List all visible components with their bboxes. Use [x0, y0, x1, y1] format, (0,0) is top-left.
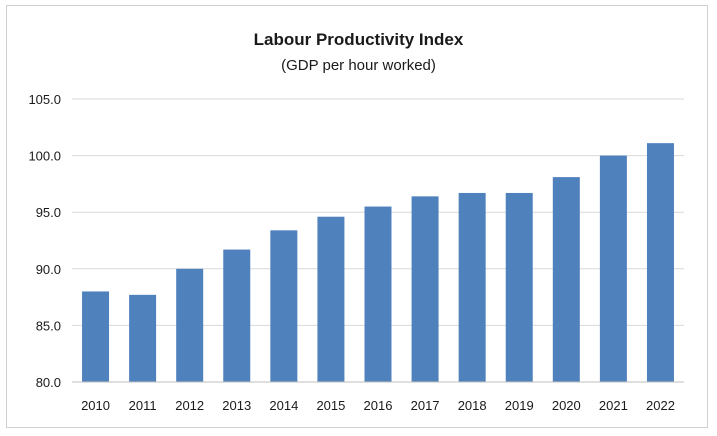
bar-2017: [411, 196, 439, 382]
bar-2020: [552, 177, 580, 382]
x-tick-label: 2021: [599, 398, 628, 413]
x-tick-label: 2018: [458, 398, 487, 413]
bar-2016: [364, 206, 392, 382]
x-tick-label: 2017: [411, 398, 440, 413]
bar-2015: [317, 216, 345, 382]
bar-2010: [82, 291, 110, 382]
y-tick-label: 80.0: [36, 375, 61, 390]
y-tick-label: 105.0: [28, 92, 61, 107]
bar-2021: [599, 155, 627, 382]
bar-2014: [270, 230, 298, 382]
x-tick-label: 2010: [81, 398, 110, 413]
y-tick-label: 95.0: [36, 205, 61, 220]
y-tick-label: 85.0: [36, 318, 61, 333]
y-tick-label: 90.0: [36, 262, 61, 277]
bar-2018: [458, 192, 486, 382]
bar-2013: [223, 249, 251, 382]
x-tick-label: 2013: [222, 398, 251, 413]
y-axis-ticks: 80.0 85.0 90.0 95.0 100.0 105.0: [28, 92, 61, 390]
x-axis-ticks: 2010 2011 2012 2013 2014 2015 2016 2017 2018 2019…: [81, 398, 675, 413]
chart-title: Labour Productivity Index: [253, 30, 464, 49]
bar-2022: [646, 143, 674, 382]
x-tick-label: 2015: [316, 398, 345, 413]
chart-subtitle: (GDP per hour worked): [281, 57, 436, 74]
x-tick-label: 2016: [364, 398, 393, 413]
bars: [82, 143, 674, 382]
x-tick-label: 2022: [646, 398, 675, 413]
bar-2012: [176, 268, 204, 382]
chart-frame: [6, 5, 708, 428]
x-tick-label: 2014: [269, 398, 298, 413]
bar-2011: [129, 294, 157, 382]
x-tick-label: 2020: [552, 398, 581, 413]
x-tick-label: 2012: [175, 398, 204, 413]
y-tick-label: 100.0: [28, 149, 61, 164]
bar-2019: [505, 192, 533, 382]
x-tick-label: 2019: [505, 398, 534, 413]
x-tick-label: 2011: [129, 398, 157, 413]
